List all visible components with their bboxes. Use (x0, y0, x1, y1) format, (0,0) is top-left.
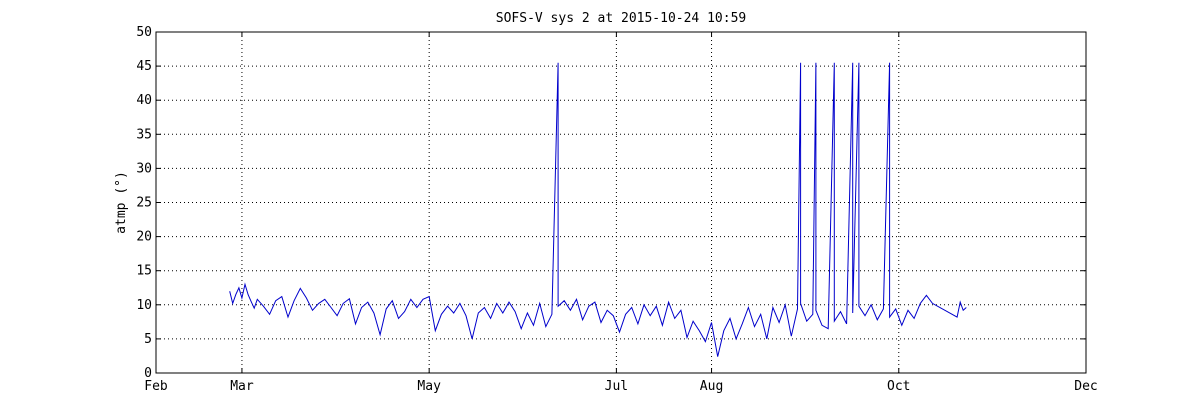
chart-title: SOFS-V sys 2 at 2015-10-24 10:59 (496, 11, 746, 26)
x-tick-label: Jul (605, 379, 628, 394)
x-tick-label: Oct (887, 379, 910, 394)
grid-layer (156, 32, 1086, 373)
y-tick-label: 10 (136, 298, 152, 313)
series-line-0 (229, 62, 967, 357)
y-tick-label: 0 (144, 366, 152, 381)
y-tick-label: 15 (136, 264, 152, 279)
y-tick-label: 25 (136, 196, 152, 211)
data-layer (229, 62, 967, 357)
x-tick-label: Dec (1074, 379, 1097, 394)
x-tick-label: May (417, 379, 441, 394)
x-tick-label: Aug (700, 379, 723, 394)
x-tick-label: Feb (144, 379, 168, 394)
x-tick-label: Mar (230, 379, 254, 394)
y-tick-label: 45 (136, 59, 152, 74)
y-tick-label: 40 (136, 93, 152, 108)
y-tick-label: 30 (136, 161, 152, 176)
y-tick-label: 5 (144, 332, 152, 347)
tick-layer: 0 5 10 15 20 25 30 35 40 45 50 Feb Mar May Jul Aug Oct De… (136, 25, 1097, 394)
y-axis-title: atmp (°) (114, 171, 129, 234)
y-tick-label: 50 (136, 25, 152, 40)
y-tick-label: 20 (136, 230, 152, 245)
y-tick-label: 35 (136, 127, 152, 142)
